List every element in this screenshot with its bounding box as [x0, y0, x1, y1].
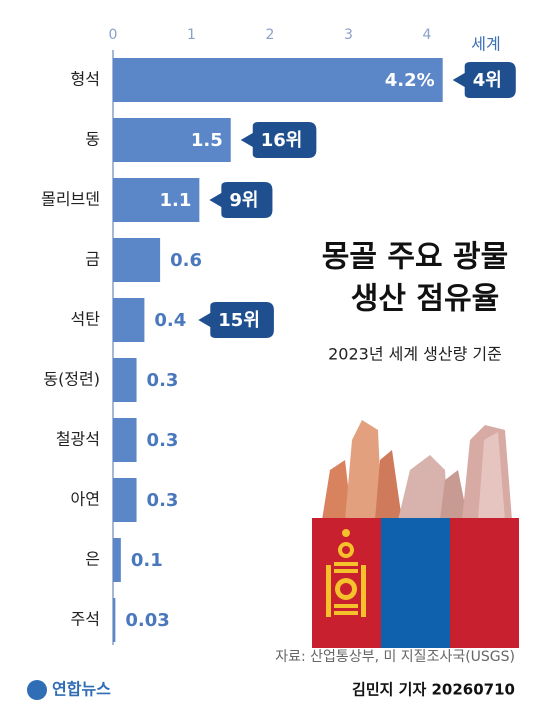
value-label: 1.1	[159, 190, 191, 211]
y-tick-label: 동	[85, 130, 100, 149]
chart-title: 몽골 주요 광물	[322, 240, 509, 275]
value-label: 0.3	[147, 490, 179, 511]
logo: 연합뉴스	[52, 680, 111, 699]
logo-icon	[27, 680, 47, 700]
bar	[113, 298, 145, 342]
y-tick-label: 몰리브덴	[41, 190, 100, 209]
value-label: 0.4	[154, 310, 186, 331]
rank-label: 9위	[229, 190, 258, 211]
bar	[113, 538, 121, 582]
bar	[113, 238, 161, 282]
rank-bubble	[198, 302, 274, 338]
value-label: 4.2%	[385, 70, 435, 91]
y-tick-label: 금	[85, 250, 100, 269]
rank-bubble	[452, 62, 516, 98]
chart-subtitle: 2023년 세계 생산량 기준	[328, 345, 502, 364]
value-label: 0.3	[147, 430, 179, 451]
value-label: 0.1	[131, 550, 163, 571]
bar	[113, 478, 137, 522]
value-label: 1.5	[191, 130, 223, 151]
y-tick-label: 철광석	[56, 430, 100, 449]
rank-bubble	[209, 182, 273, 218]
value-label: 0.03	[125, 610, 169, 631]
x-tick-label: 4	[423, 27, 432, 43]
y-tick-label: 석탄	[71, 310, 101, 329]
y-tick-label: 형석	[71, 70, 100, 89]
value-label: 0.3	[147, 370, 179, 391]
rank-label: 4위	[473, 70, 502, 91]
x-tick-label: 0	[109, 27, 118, 43]
y-tick-label: 은	[85, 550, 100, 569]
byline: 김민지 기자 20260710	[352, 681, 515, 699]
y-tick-label: 동(정련)	[43, 370, 100, 389]
rank-label: 15위	[218, 310, 260, 331]
rank-header: 세계	[471, 35, 500, 54]
chart-title: 생산 점유율	[351, 282, 499, 317]
source: 자료: 산업통상부, 미 지질조사국(USGS)	[275, 649, 515, 665]
bar	[113, 598, 116, 642]
bar	[113, 418, 137, 462]
rank-bubble	[240, 122, 317, 158]
rank-label: 16위	[261, 130, 303, 151]
y-tick-label: 주석	[71, 610, 100, 629]
x-tick-label: 2	[266, 27, 275, 43]
x-tick-label: 1	[187, 27, 196, 43]
bar	[113, 178, 200, 222]
bar	[113, 358, 137, 402]
value-label: 0.6	[170, 250, 202, 271]
y-tick-label: 아연	[71, 490, 100, 509]
flag-illustration	[312, 420, 519, 648]
bar	[113, 58, 443, 102]
x-tick-label: 3	[344, 27, 353, 43]
bar	[113, 118, 231, 162]
